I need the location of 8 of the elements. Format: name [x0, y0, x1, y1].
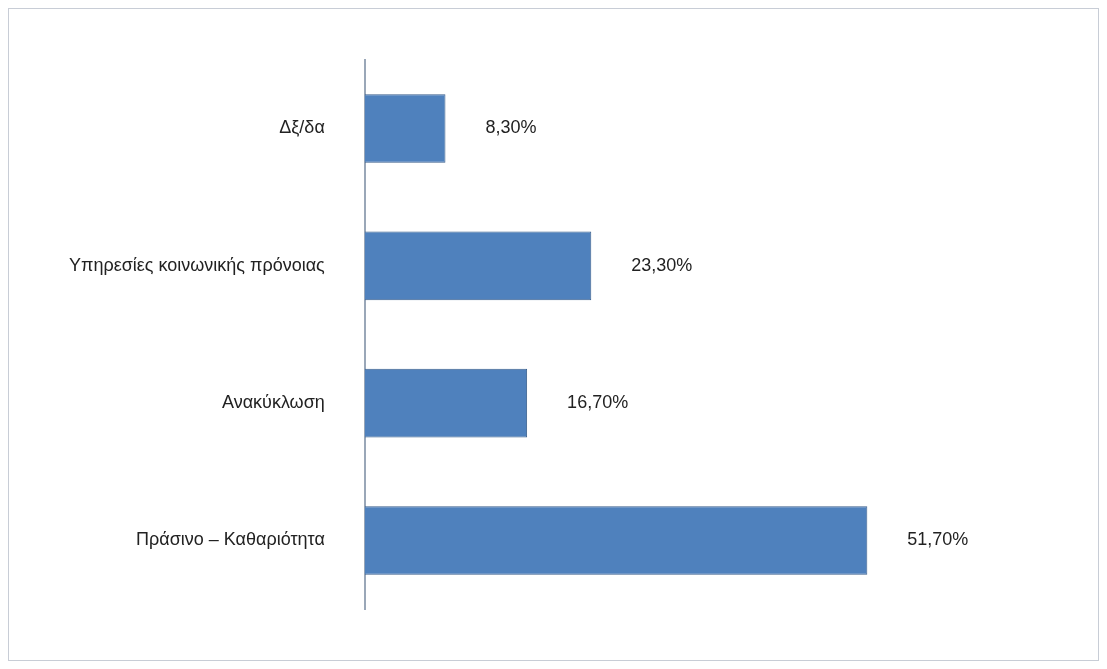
- data-label: 23,30%: [631, 254, 693, 275]
- data-label: 8,30%: [485, 117, 537, 138]
- y-tick-label: Πράσινο – Καθαριότητα: [136, 529, 325, 550]
- y-tick-label: Ανακύκλωση: [221, 392, 325, 413]
- data-label: 16,70%: [567, 392, 629, 413]
- y-tick-label: Δξ/δα: [279, 117, 325, 138]
- data-label: 51,70%: [907, 529, 969, 550]
- y-tick-label: Υπηρεσίες κοινωνικής πρόνοιας: [69, 254, 326, 275]
